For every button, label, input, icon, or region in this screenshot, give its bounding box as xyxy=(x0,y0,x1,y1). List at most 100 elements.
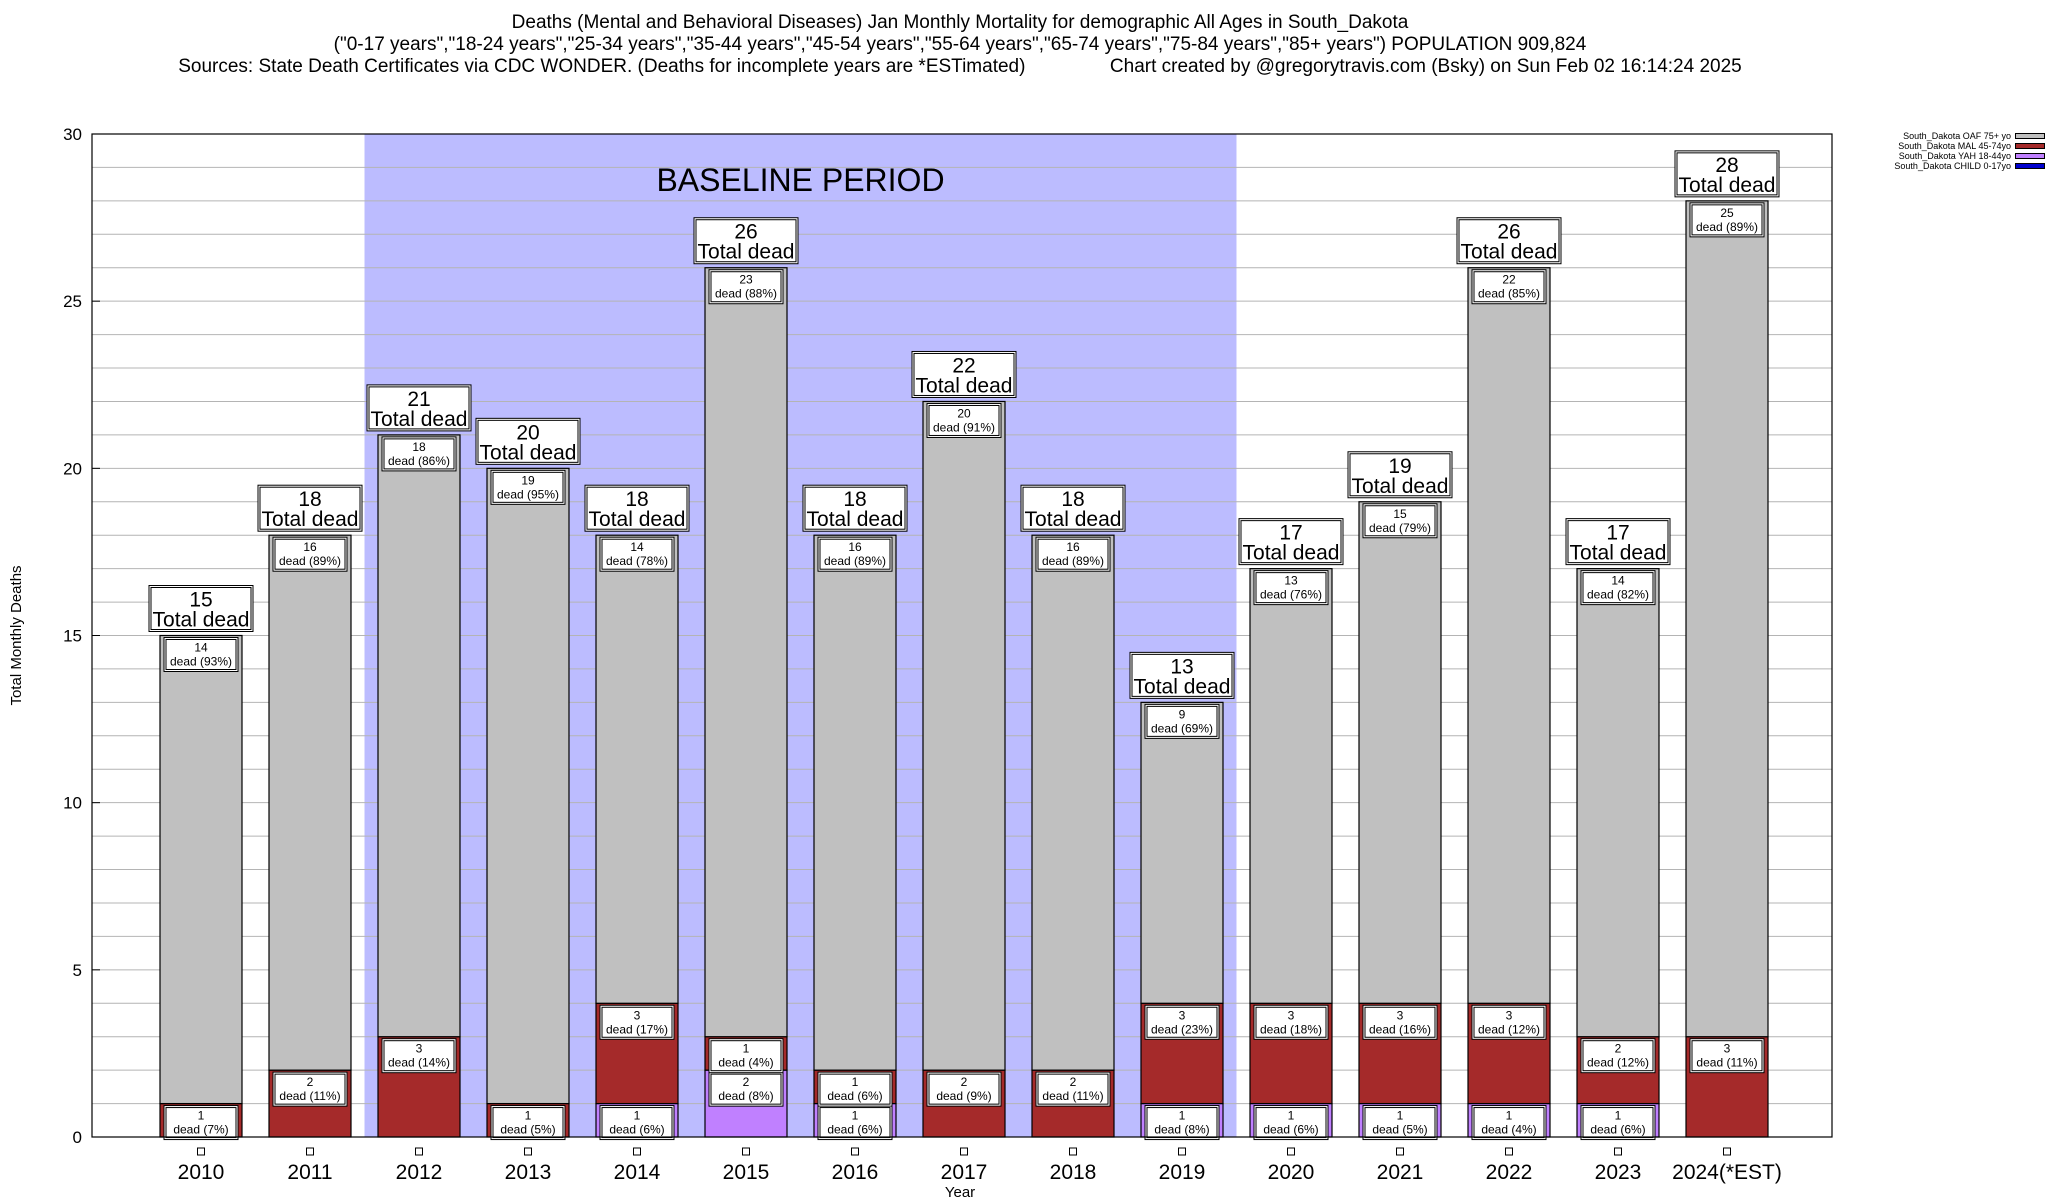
bar-segment-oaf xyxy=(486,467,570,1105)
segment-count-label: 3 xyxy=(1288,1008,1295,1022)
total-dead-label: Total dead xyxy=(1679,174,1776,197)
x-marker-square xyxy=(742,1147,750,1156)
total-label-box xyxy=(1131,653,1233,697)
segment-label-box xyxy=(601,1107,673,1139)
segment-percent-label: dead (93%) xyxy=(170,655,232,669)
x-tick-label: 2021 xyxy=(1377,1161,1424,1184)
total-count-label: 18 xyxy=(625,488,648,511)
bar-segment-oaf xyxy=(1140,701,1224,1004)
segment-percent-label: dead (23%) xyxy=(1151,1022,1213,1036)
total-label-box xyxy=(913,352,1015,396)
x-tick-label: 2012 xyxy=(396,1161,443,1184)
segment-label-box xyxy=(492,471,564,503)
segment-percent-label: dead (78%) xyxy=(606,554,668,568)
total-label-box xyxy=(1458,219,1560,263)
total-count-label: 18 xyxy=(298,488,321,511)
segment-percent-label: dead (89%) xyxy=(279,554,341,568)
segment-label-box xyxy=(1364,1107,1436,1139)
segment-percent-label: dead (7%) xyxy=(173,1123,228,1137)
bar-segment-oaf xyxy=(268,534,352,1071)
segment-percent-label: dead (6%) xyxy=(1590,1123,1645,1137)
segment-count-label: 1 xyxy=(1179,1109,1186,1123)
bar-segment-oaf xyxy=(1031,534,1115,1071)
segment-percent-label: dead (6%) xyxy=(609,1123,664,1137)
segment-percent-label: dead (4%) xyxy=(718,1056,773,1070)
bar-segment-oaf xyxy=(1358,501,1442,1004)
total-dead-label: Total dead xyxy=(1025,508,1122,531)
segment-label-box xyxy=(165,639,237,670)
bar-segment-oaf xyxy=(1685,200,1769,1038)
segment-percent-label: dead (17%) xyxy=(606,1022,668,1036)
x-marker-square xyxy=(851,1147,859,1156)
total-label-box xyxy=(477,419,579,463)
segment-count-label: 1 xyxy=(1506,1109,1513,1123)
x-marker-square xyxy=(1505,1147,1513,1156)
segment-count-label: 3 xyxy=(634,1008,641,1022)
segment-count-label: 1 xyxy=(852,1109,859,1123)
segment-count-label: 3 xyxy=(416,1042,423,1056)
legend-item-mal: South_Dakota MAL 45-74yo xyxy=(1830,141,2045,151)
segment-count-label: 3 xyxy=(1724,1042,1731,1056)
segment-percent-label: dead (8%) xyxy=(718,1089,773,1103)
chart-title-line-3: Sources: State Death Certificates via CD… xyxy=(0,56,1920,78)
segment-count-label: 1 xyxy=(852,1075,859,1089)
segment-percent-label: dead (5%) xyxy=(500,1123,555,1137)
legend-swatch-yah xyxy=(2015,153,2045,159)
segment-label-box xyxy=(1037,538,1109,570)
segment-percent-label: dead (11%) xyxy=(1042,1089,1103,1103)
x-tick-label: 2015 xyxy=(723,1161,770,1184)
total-count-label: 26 xyxy=(1497,221,1520,244)
segment-percent-label: dead (11%) xyxy=(1696,1056,1757,1070)
baseline-period-label: BASELINE PERIOD xyxy=(656,162,944,198)
total-dead-label: Total dead xyxy=(589,508,686,531)
x-tick-label: 2011 xyxy=(287,1161,332,1184)
segment-label-box xyxy=(1364,1006,1436,1038)
segment-percent-label: dead (76%) xyxy=(1260,588,1322,602)
total-dead-label: Total dead xyxy=(807,508,904,531)
segment-count-label: 23 xyxy=(739,273,753,287)
total-count-label: 15 xyxy=(189,589,212,612)
bar-segment-oaf xyxy=(704,267,788,1038)
x-marker-square xyxy=(1614,1147,1622,1156)
legend: South_Dakota OAF 75+ yo South_Dakota MAL… xyxy=(1830,131,2045,171)
segment-percent-label: dead (9%) xyxy=(936,1089,991,1103)
x-tick-label: 2017 xyxy=(941,1161,988,1184)
segment-count-label: 18 xyxy=(412,440,426,454)
x-tick-label: 2018 xyxy=(1050,1161,1097,1184)
total-label-box xyxy=(1567,520,1669,564)
legend-label-mal: South_Dakota MAL 45-74yo xyxy=(1898,141,2011,151)
x-tick-label: 2010 xyxy=(178,1161,225,1184)
total-count-label: 20 xyxy=(516,421,539,444)
segment-label-box xyxy=(1691,204,1763,236)
total-dead-label: Total dead xyxy=(1243,542,1340,565)
chart-title-block: Deaths (Mental and Behavioral Diseases) … xyxy=(0,12,1920,78)
segment-count-label: 20 xyxy=(957,406,971,420)
x-marker-square xyxy=(415,1147,423,1156)
chart-title-line-2: ("0-17 years","18-24 years","25-34 years… xyxy=(333,34,1587,55)
bar-segment-oaf xyxy=(159,634,243,1105)
total-dead-label: Total dead xyxy=(1352,475,1449,498)
segment-label-box xyxy=(1582,1107,1654,1139)
total-count-label: 17 xyxy=(1606,522,1629,545)
segment-count-label: 2 xyxy=(1070,1075,1077,1089)
segment-count-label: 1 xyxy=(634,1109,641,1123)
segment-count-label: 9 xyxy=(1179,707,1186,721)
credit-text: Chart created by @gregorytravis.com (Bsk… xyxy=(1109,56,1742,77)
x-marker-square xyxy=(197,1147,205,1156)
x-marker-square xyxy=(960,1147,968,1156)
segment-percent-label: dead (89%) xyxy=(1042,554,1104,568)
segment-percent-label: dead (88%) xyxy=(715,287,777,301)
segment-count-label: 1 xyxy=(1288,1109,1295,1123)
total-count-label: 17 xyxy=(1279,522,1302,545)
segment-percent-label: dead (18%) xyxy=(1260,1022,1322,1036)
total-dead-label: Total dead xyxy=(371,408,468,431)
segment-label-box xyxy=(928,1073,1000,1105)
x-marker-square xyxy=(524,1147,532,1156)
segment-count-label: 22 xyxy=(1502,273,1516,287)
bar-segment-oaf xyxy=(922,400,1006,1071)
legend-label-yah: South_Dakota YAH 18-44yo xyxy=(1898,151,2011,161)
x-tick-label: 2022 xyxy=(1486,1161,1533,1184)
segment-percent-label: dead (85%) xyxy=(1478,287,1540,301)
segment-label-box xyxy=(1146,705,1218,737)
